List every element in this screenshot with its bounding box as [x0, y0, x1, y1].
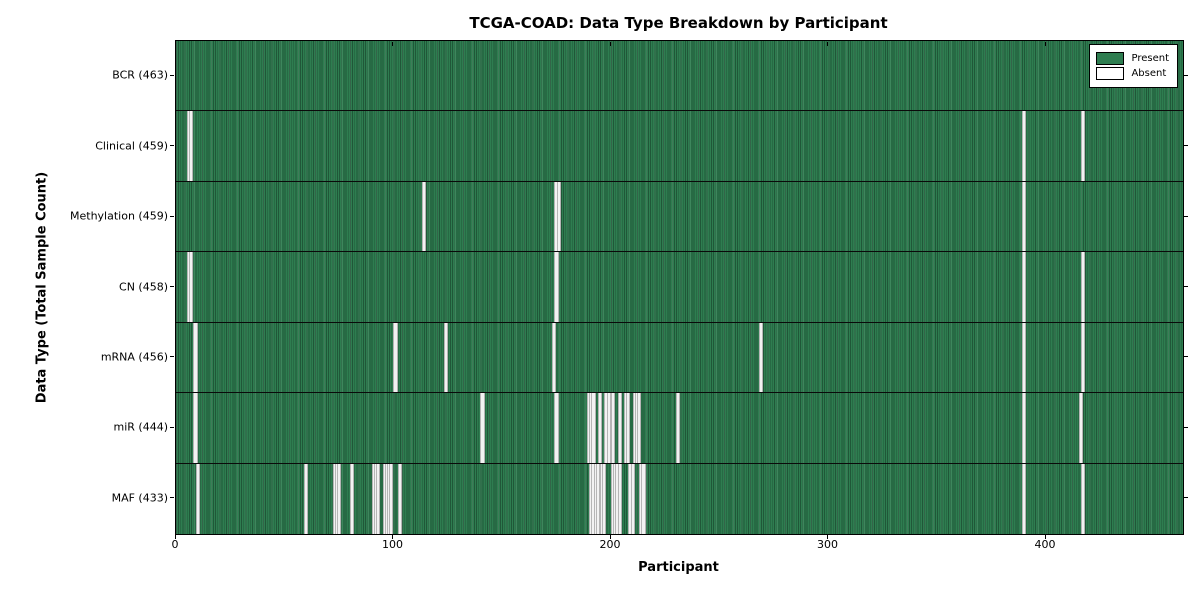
y-tick-label-mrna: mRNA (456) [100, 350, 168, 364]
y-tick-label-maf: MAF (433) [111, 491, 168, 505]
absent-stripe [1022, 252, 1027, 322]
absent-stripe [421, 181, 426, 252]
x-tick-mark [392, 41, 394, 46]
x-tick-mark [827, 41, 829, 46]
absent-stripe [1022, 181, 1027, 252]
absent-stripe [602, 463, 607, 534]
y-tick-mark [170, 356, 174, 358]
heatmap-row-bcr[interactable] [176, 41, 1183, 112]
absent-stripe [189, 252, 194, 322]
present-swatch-icon [1096, 52, 1125, 65]
absent-stripe [597, 393, 603, 463]
absent-stripe [758, 322, 764, 393]
legend-present-label: Present [1131, 53, 1169, 64]
x-tick-label: 0 [171, 538, 179, 551]
y-tick-mark [170, 426, 174, 428]
y-tick-label-methylation: Methylation (459) [70, 209, 168, 223]
legend: Present Absent [1089, 44, 1178, 88]
y-tick-mark [1183, 74, 1188, 76]
y-tick-mark [1183, 426, 1188, 428]
chart-title: TCGA-COAD: Data Type Breakdown by Partic… [469, 14, 888, 32]
absent-stripe [480, 393, 485, 463]
x-tick-mark [175, 534, 176, 539]
absent-stripe [1078, 393, 1083, 463]
y-tick-label-cn: CN (458) [119, 280, 168, 293]
heatmap-row-mrna[interactable] [176, 322, 1183, 394]
absent-stripe [349, 463, 355, 534]
absent-stripe [1022, 393, 1027, 463]
absent-stripe [397, 463, 403, 534]
absent-stripe [606, 393, 611, 463]
x-axis-label: Participant [638, 560, 719, 575]
legend-item-present: Present [1096, 52, 1169, 65]
x-tick-label: 300 [816, 538, 838, 551]
x-tick-mark [1044, 534, 1046, 539]
absent-stripe [336, 463, 342, 534]
y-tick-mark [170, 215, 174, 217]
absent-stripe [193, 393, 198, 463]
heatmap-row-mir[interactable] [176, 393, 1183, 464]
y-tick-mark [1183, 497, 1188, 499]
absent-stripe [641, 463, 646, 534]
absent-stripe [1080, 252, 1085, 322]
x-tick-mark [175, 41, 176, 46]
absent-stripe [195, 463, 200, 534]
absent-stripe [630, 463, 635, 534]
absent-stripe [1022, 463, 1027, 534]
absent-stripe [676, 393, 681, 463]
y-tick-mark [170, 145, 174, 147]
y-tick-label-clinical: Clinical (459) [95, 139, 168, 153]
absent-stripe [617, 393, 622, 463]
absent-stripe [443, 322, 448, 393]
heatmap-row-clinical[interactable] [176, 111, 1183, 182]
absent-stripe [193, 322, 198, 393]
absent-stripe [1080, 111, 1085, 181]
x-tick-label: 400 [1034, 538, 1056, 551]
y-tick-label-bcr: BCR (463) [112, 68, 168, 82]
y-tick-label-mir: miR (444) [113, 420, 169, 434]
legend-item-absent: Absent [1096, 67, 1169, 80]
absent-stripe [637, 393, 642, 463]
absent-swatch-icon [1096, 67, 1125, 80]
y-tick-mark [170, 74, 174, 76]
absent-stripe [626, 393, 631, 463]
absent-stripe [1080, 322, 1085, 393]
legend-absent-label: Absent [1131, 68, 1167, 79]
x-tick-mark [827, 534, 829, 539]
y-tick-mark [170, 497, 174, 499]
absent-stripe [554, 252, 559, 322]
x-tick-label: 200 [599, 538, 621, 551]
absent-stripe [1022, 322, 1027, 393]
absent-stripe [554, 393, 559, 463]
heatmap-row-cn[interactable] [176, 252, 1183, 323]
y-tick-mark [1183, 145, 1188, 147]
absent-stripe [1080, 463, 1085, 534]
absent-stripe [610, 393, 616, 463]
absent-stripe [304, 463, 309, 534]
absent-stripe [389, 463, 394, 534]
x-tick-label: 100 [381, 538, 403, 551]
absent-stripe [552, 322, 557, 393]
heatmap-row-methylation[interactable] [176, 181, 1183, 253]
absent-stripe [189, 111, 194, 181]
absent-stripe [1022, 111, 1027, 181]
y-tick-mark [1183, 286, 1188, 287]
absent-stripe [376, 463, 381, 534]
x-tick-mark [609, 534, 611, 539]
absent-stripe [591, 393, 596, 463]
y-tick-mark [1183, 356, 1188, 358]
absent-stripe [617, 463, 622, 534]
x-tick-mark [609, 41, 611, 46]
heatmap-plot-area[interactable] [175, 40, 1184, 535]
x-tick-mark [392, 534, 394, 539]
absent-stripe [595, 463, 600, 534]
y-tick-mark [170, 286, 174, 287]
absent-stripe [556, 181, 561, 252]
y-tick-mark [1183, 215, 1188, 217]
x-tick-mark [1044, 41, 1046, 46]
heatmap-row-maf[interactable] [176, 463, 1183, 534]
absent-stripe [393, 322, 398, 393]
